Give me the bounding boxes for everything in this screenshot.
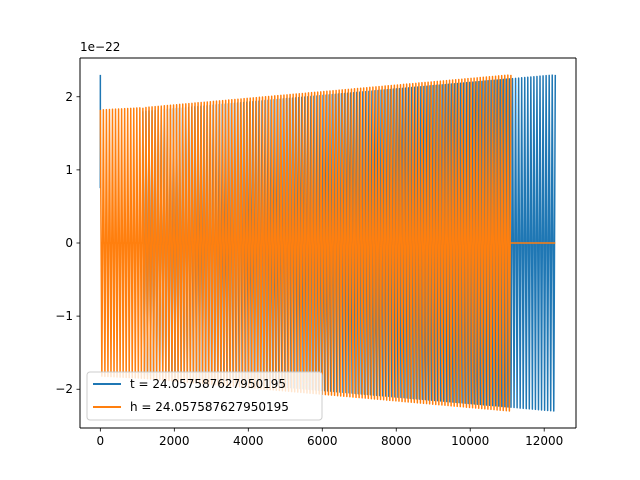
x-tick-label: 0 — [97, 434, 105, 448]
x-tick-label: 8000 — [381, 434, 412, 448]
series-layer — [99, 74, 557, 412]
x-ticks: 0 2000 4000 6000 8000 10000 12000 — [97, 428, 563, 448]
y-tick-label: 1 — [65, 163, 73, 177]
axes-frame — [79, 57, 577, 429]
x-tick-label: 10000 — [451, 434, 489, 448]
y-ticks: −2 −1 0 1 2 — [55, 90, 80, 396]
y-tick-label: 0 — [65, 236, 73, 250]
legend: t = 24.057587627950195 h = 24.0575876279… — [86, 371, 323, 421]
legend-label-t: t = 24.057587627950195 — [130, 377, 286, 391]
x-tick-label: 12000 — [525, 434, 563, 448]
x-tick-label: 6000 — [307, 434, 338, 448]
y-tick-label: −2 — [55, 382, 73, 396]
y-offset-label: 1e−22 — [80, 40, 120, 54]
x-tick-label: 4000 — [233, 434, 264, 448]
series-line-h — [99, 74, 556, 412]
y-tick-label: 2 — [65, 90, 73, 104]
legend-label-h: h = 24.057587627950195 — [130, 400, 289, 414]
x-tick-label: 2000 — [159, 434, 190, 448]
legend-box — [86, 371, 323, 421]
y-tick-label: −1 — [55, 309, 73, 323]
